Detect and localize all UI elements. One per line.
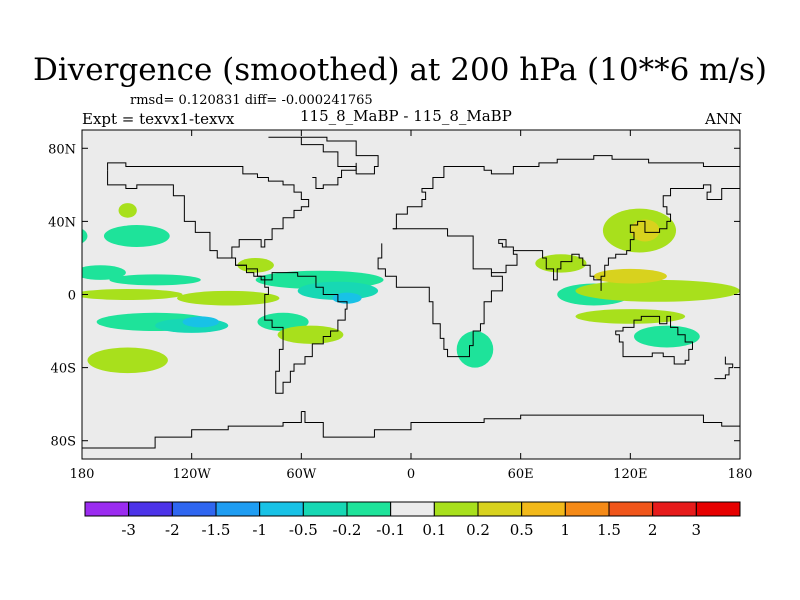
data-region [575,279,740,302]
period-label: ANN [705,110,743,128]
data-region [177,290,280,306]
coastline [392,181,740,291]
colorbar-label: -0.2 [333,521,362,539]
data-region [332,292,362,304]
data-region [82,265,126,280]
coastline [615,315,693,365]
colorbar: -3 -2 -1.5 -1 -0.5 -0.2 -0.1 0.1 0.2 0.5 1 1.5 2 3 [84,501,741,539]
coastline [714,356,734,380]
colorbar-box [608,501,654,517]
data-region [456,331,494,368]
x-tick-label: 0 [407,467,415,482]
colorbar-box [171,501,217,517]
experiment-label: Expt = texvx1-texvx [82,110,235,128]
colorbar-box [346,501,392,517]
data-regions [82,203,740,374]
coastline [312,162,357,189]
colorbar-box [302,501,348,517]
coastlines [82,136,740,449]
colorbar-label: -3 [121,521,136,539]
x-tick-label: 180 [728,467,753,482]
x-tick-label: 120E [613,467,647,482]
case-names-label: 115_8_MaBP - 115_8_MaBP [300,107,512,125]
coastline [82,411,302,449]
data-region [182,316,220,328]
colorbar-box [695,501,741,517]
colorbar-box [84,501,130,517]
y-tick-label: 80N [48,142,76,157]
colorbar-label: 0.2 [466,521,490,539]
colorbar-label: -1.5 [202,521,231,539]
colorbar-box [521,501,566,517]
coastline [392,155,740,230]
data-region [87,347,168,374]
x-tick-label: 120W [173,467,212,482]
data-region [103,225,170,247]
coastline [301,410,740,438]
colorbar-box [128,501,173,517]
x-tick-label: 60W [286,467,317,482]
data-region [82,228,88,244]
colorbar-label: 1.5 [597,521,621,539]
colorbar-label: -2 [165,521,180,539]
colorbar-box [477,501,523,517]
colorbar-label: 3 [692,521,702,539]
colorbar-box [433,501,479,517]
y-tick-label: 0 [68,289,76,304]
data-region [118,203,137,218]
colorbar-box [215,501,261,517]
data-region [633,325,700,348]
chart-title: Divergence (smoothed) at 200 hPa (10**6 … [33,52,767,88]
colorbar-box [652,501,697,517]
data-region [277,325,344,344]
y-tick-label: 80S [51,435,76,450]
colorbar-label: 2 [648,521,658,539]
colorbar-box [564,501,610,517]
colorbar-label: 0.1 [422,521,446,539]
coastline [107,162,310,281]
coastline [268,136,379,175]
data-region [82,289,183,300]
x-tick-label: 180 [70,467,95,482]
stats-label: rmsd= 0.120831 diff= -0.000241765 [130,93,373,108]
colorbar-label: 0.5 [510,521,534,539]
data-region [109,274,201,286]
colorbar-box [259,501,304,517]
colorbar-label: -1 [252,521,267,539]
coastline [377,243,503,358]
y-tick-label: 40S [51,362,76,377]
colorbar-label: -0.5 [289,521,318,539]
colorbar-box [390,501,435,517]
colorbar-label: 1 [561,521,571,539]
y-tick-label: 40N [48,215,76,230]
coastline [107,170,348,394]
colorbar-label: -0.1 [376,521,405,539]
data-region [257,312,309,332]
data-region [593,268,667,284]
data-region [575,309,686,324]
x-tick-label: 60E [508,467,534,482]
